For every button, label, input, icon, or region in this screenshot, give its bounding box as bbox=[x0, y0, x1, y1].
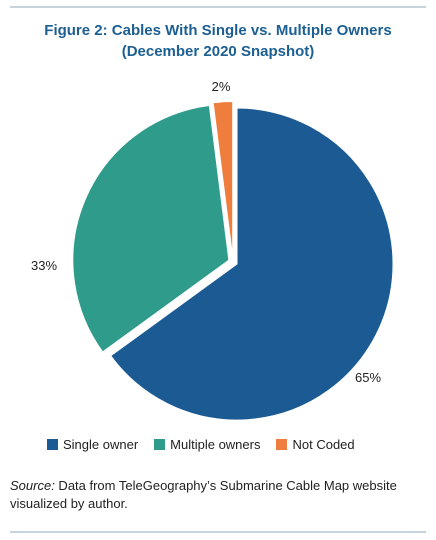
chart-title-line-1: Figure 2: Cables With Single vs. Multipl… bbox=[44, 22, 392, 39]
data-label-single-owner: 65% bbox=[355, 370, 381, 385]
legend-swatch-not-coded bbox=[276, 439, 288, 450]
chart-title: Figure 2: Cables With Single vs. Multipl… bbox=[0, 20, 436, 62]
bottom-rule bbox=[10, 531, 426, 533]
data-label-not-coded: 2% bbox=[212, 79, 231, 94]
legend-swatch-single-owner bbox=[47, 439, 58, 450]
legend-item-not-coded: Not Coded bbox=[276, 437, 355, 452]
top-rule bbox=[10, 6, 426, 8]
legend-label-not-coded: Not Coded bbox=[292, 437, 355, 452]
chart-title-line-2: (December 2020 Snapshot) bbox=[121, 43, 315, 60]
data-label-multiple-owners: 33% bbox=[31, 258, 57, 273]
legend-item-single-owner: Single owner bbox=[47, 437, 138, 452]
legend-label-multiple-owners: Multiple owners bbox=[170, 437, 261, 452]
chart-legend: Single owner Multiple owners Not Coded bbox=[47, 437, 355, 452]
pie-slice-not-coded bbox=[212, 101, 234, 258]
legend-label-single-owner: Single owner bbox=[63, 437, 139, 452]
pie-slice-single-owner bbox=[110, 107, 394, 421]
legend-item-multiple-owners: Multiple owners bbox=[154, 437, 260, 452]
source-label: Source: bbox=[10, 478, 55, 493]
legend-swatch-multiple-owners bbox=[154, 439, 166, 450]
source-text: Data from TeleGeography’s Submarine Cabl… bbox=[10, 478, 397, 511]
pie-slice-multiple-owners bbox=[72, 104, 230, 353]
source-note: Source: Data from TeleGeography’s Submar… bbox=[10, 477, 420, 513]
